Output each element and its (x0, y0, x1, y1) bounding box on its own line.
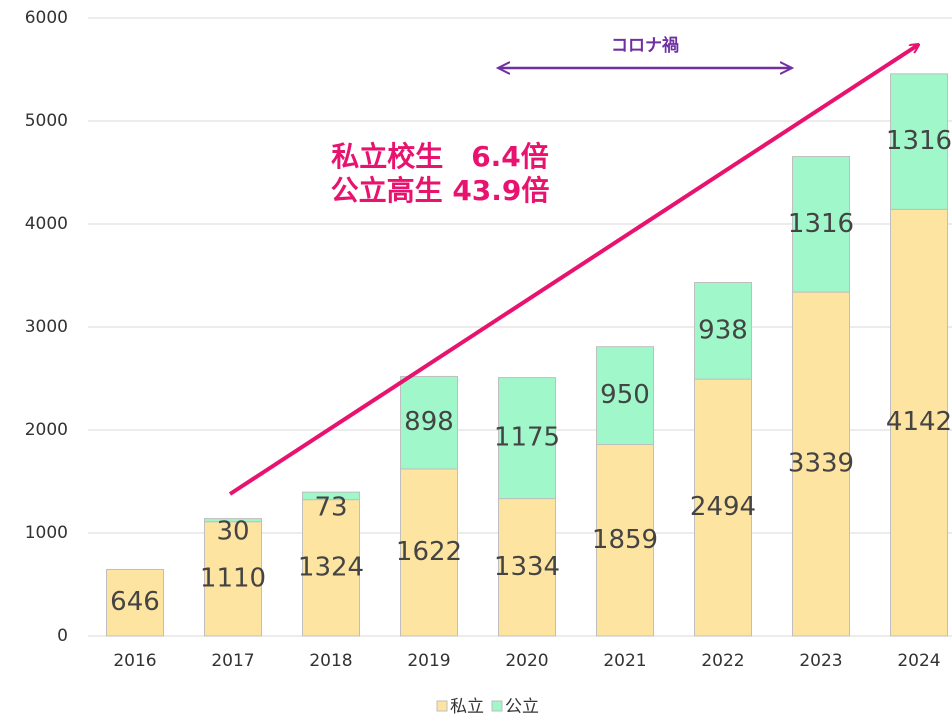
bar-segment (694, 378, 752, 637)
x-tick-label: 2018 (309, 651, 352, 671)
legend-label: 私立 (450, 697, 484, 715)
bar-segment (792, 291, 850, 637)
x-tick-label: 2021 (603, 651, 646, 671)
value-label: 30 (216, 517, 249, 547)
legend-label: 公立 (505, 697, 539, 715)
bar-segment (302, 499, 360, 637)
y-tick-label: 6000 (25, 8, 68, 28)
bar-segment (596, 346, 654, 446)
value-label: 3339 (788, 449, 854, 479)
x-tick-label: 2016 (113, 651, 156, 671)
bar-segment (890, 208, 948, 637)
x-tick-label: 2017 (211, 651, 254, 671)
x-tick-label: 2020 (505, 651, 548, 671)
value-label: 1622 (396, 537, 462, 567)
y-tick-label: 5000 (25, 111, 68, 131)
value-label: 950 (600, 380, 650, 410)
value-label: 1316 (886, 126, 952, 156)
x-tick-label: 2023 (799, 651, 842, 671)
bar-segment (204, 518, 262, 523)
value-label: 938 (698, 315, 748, 345)
bar-segment (106, 568, 164, 637)
bar-segment (400, 468, 458, 637)
x-tick-label: 2019 (407, 651, 450, 671)
bar-segment (890, 73, 948, 210)
value-label: 4142 (886, 407, 952, 437)
value-label: 73 (314, 492, 347, 522)
value-label: 1324 (298, 552, 364, 582)
bar-segment (302, 491, 360, 501)
y-tick-label: 1000 (25, 523, 68, 543)
bar-segment (596, 444, 654, 637)
growth-arrow (228, 45, 918, 496)
annotation: 公立高生 43.9倍 (331, 174, 550, 207)
x-tick-label: 2022 (701, 651, 744, 671)
y-tick-label: 2000 (25, 420, 68, 440)
bar-segment (400, 375, 458, 470)
y-tick-label: 0 (57, 626, 68, 646)
value-label: 1175 (494, 423, 560, 453)
x-tick-label: 2024 (897, 651, 940, 671)
value-label: 646 (110, 587, 160, 617)
value-label: 1859 (592, 525, 658, 555)
y-tick-label: 3000 (25, 317, 68, 337)
value-label: 2494 (690, 492, 756, 522)
bar-segment (792, 156, 850, 293)
covid-label: コロナ禍 (611, 35, 679, 56)
y-tick-label: 4000 (25, 214, 68, 234)
value-label: 1110 (200, 563, 266, 593)
bar-segment (498, 377, 556, 500)
legend-swatch (491, 700, 503, 712)
value-label: 898 (404, 407, 454, 437)
value-label: 1316 (788, 209, 854, 239)
value-label: 1334 (494, 552, 560, 582)
annotation: 私立校生 6.4倍 (331, 140, 549, 173)
bar-segment (498, 498, 556, 637)
bar-segment (204, 521, 262, 637)
legend-swatch (436, 700, 448, 712)
bars (106, 73, 948, 637)
bar-segment (694, 282, 752, 380)
